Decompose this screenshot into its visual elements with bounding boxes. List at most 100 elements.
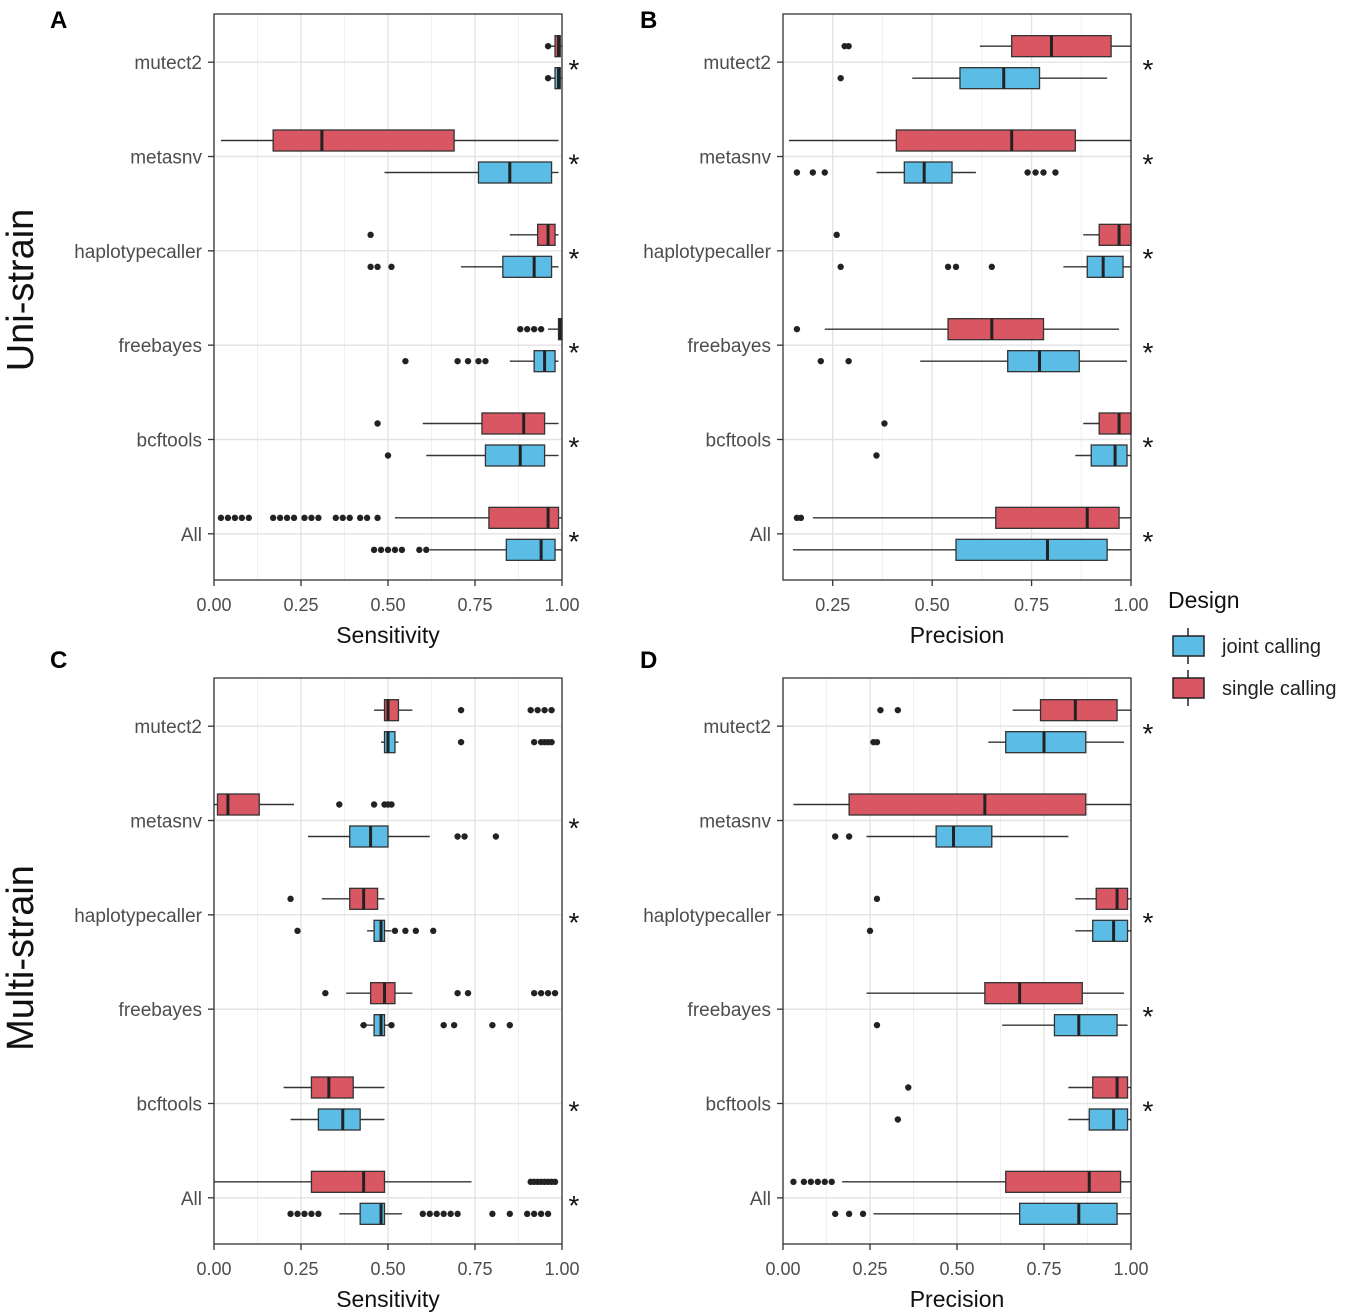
outlier-point bbox=[290, 514, 298, 522]
outlier-point bbox=[859, 1210, 867, 1218]
box-single-freebayes bbox=[517, 318, 563, 341]
box-iqr bbox=[1098, 223, 1132, 246]
outlier-point bbox=[269, 514, 277, 522]
x-tick-label: 0.75 bbox=[457, 1259, 492, 1279]
outlier-point bbox=[482, 357, 489, 365]
box-joint-metasnv bbox=[384, 161, 559, 184]
y-tick-label: All bbox=[181, 1189, 202, 1210]
outlier-point bbox=[339, 514, 346, 522]
outlier-point bbox=[832, 1210, 839, 1218]
outlier-point bbox=[845, 42, 852, 50]
significance-star: * bbox=[1143, 1096, 1154, 1127]
box-single-All bbox=[214, 1170, 559, 1193]
significance-star: * bbox=[569, 526, 580, 557]
panel-tag: A bbox=[50, 7, 67, 34]
outlier-point bbox=[877, 706, 884, 714]
box-single-haplotypecaller bbox=[287, 887, 385, 910]
outlier-point bbox=[454, 833, 461, 840]
x-tick-label: 0.50 bbox=[370, 595, 405, 615]
box-single-All bbox=[790, 1170, 1131, 1193]
outlier-point bbox=[391, 927, 399, 935]
outlier-point bbox=[363, 514, 371, 522]
outlier-point bbox=[489, 1021, 496, 1029]
outlier-point bbox=[457, 706, 465, 714]
outlier-point bbox=[530, 738, 538, 746]
box-iqr bbox=[502, 255, 553, 278]
outlier-point bbox=[374, 514, 381, 522]
box-joint-All bbox=[370, 538, 562, 561]
outlier-point bbox=[797, 514, 805, 522]
box-iqr bbox=[1053, 1014, 1118, 1037]
outlier-point bbox=[294, 927, 301, 935]
x-tick-label: 0.25 bbox=[815, 595, 850, 615]
y-tick-label: metasnv bbox=[130, 148, 202, 169]
box-iqr bbox=[373, 1014, 386, 1037]
box-single-freebayes bbox=[866, 982, 1125, 1005]
significance-star: * bbox=[569, 1190, 580, 1221]
x-tick-label: 0.50 bbox=[915, 595, 950, 615]
box-iqr bbox=[488, 506, 560, 529]
box-single-haplotypecaller bbox=[873, 887, 1131, 910]
panel-tag: C bbox=[50, 647, 67, 674]
outlier-point bbox=[524, 325, 531, 333]
y-tick-label: mutect2 bbox=[134, 717, 202, 738]
x-tick-label: 0.25 bbox=[283, 595, 318, 615]
box-joint-freebayes bbox=[402, 350, 559, 373]
box-single-mutect2 bbox=[841, 35, 1131, 58]
outlier-point bbox=[530, 989, 538, 997]
outlier-point bbox=[461, 833, 468, 840]
outlier-point bbox=[530, 1210, 538, 1218]
box-joint-mutect2 bbox=[837, 67, 1108, 90]
panel-tag: B bbox=[640, 7, 657, 34]
box-single-metasnv bbox=[793, 793, 1131, 816]
outlier-point bbox=[527, 706, 534, 714]
outlier-point bbox=[833, 231, 840, 239]
box-iqr bbox=[505, 538, 556, 561]
y-tick-label: All bbox=[750, 525, 771, 546]
box-single-All bbox=[793, 506, 1131, 529]
significance-star: * bbox=[569, 1096, 580, 1127]
outlier-point bbox=[551, 1178, 559, 1186]
box-iqr bbox=[373, 919, 386, 942]
box-joint-metasnv bbox=[307, 825, 500, 848]
plot-area bbox=[213, 677, 563, 1245]
row-label: Uni-strain bbox=[0, 209, 42, 372]
outlier-point bbox=[454, 357, 461, 365]
box-iqr bbox=[310, 1076, 354, 1099]
outlier-point bbox=[1052, 169, 1059, 176]
outlier-point bbox=[416, 546, 423, 554]
outlier-point bbox=[814, 1178, 821, 1186]
x-tick-label: 0.75 bbox=[457, 595, 492, 615]
box-iqr bbox=[935, 825, 993, 848]
outlier-point bbox=[356, 514, 364, 522]
outlier-point bbox=[790, 1178, 797, 1186]
box-single-haplotypecaller bbox=[833, 223, 1132, 246]
outlier-point bbox=[807, 1178, 815, 1186]
x-tick-label: 0.25 bbox=[852, 1259, 887, 1279]
box-joint-bcftools bbox=[894, 1108, 1131, 1131]
outlier-point bbox=[440, 1021, 447, 1029]
outlier-point bbox=[894, 1116, 902, 1123]
significance-star: * bbox=[1143, 432, 1154, 463]
box-iqr bbox=[383, 731, 396, 754]
x-tick-label: 0.00 bbox=[196, 595, 231, 615]
outlier-point bbox=[336, 801, 343, 808]
outlier-point bbox=[506, 1210, 513, 1218]
significance-star: * bbox=[1143, 718, 1154, 749]
plot-border bbox=[782, 13, 1132, 581]
y-tick-label: bcftools bbox=[706, 1095, 771, 1116]
x-tick-label: 1.00 bbox=[544, 595, 579, 615]
outlier-point bbox=[245, 514, 252, 522]
outlier-point bbox=[332, 514, 339, 522]
outlier-point bbox=[534, 706, 541, 714]
outlier-point bbox=[388, 1021, 395, 1029]
outlier-point bbox=[231, 514, 239, 522]
box-iqr bbox=[317, 1108, 361, 1131]
box-iqr bbox=[484, 444, 546, 467]
x-axis-title: Sensitivity bbox=[336, 1286, 440, 1312]
box-joint-mutect2 bbox=[870, 731, 1125, 754]
y-tick-label: bcftools bbox=[706, 431, 771, 452]
